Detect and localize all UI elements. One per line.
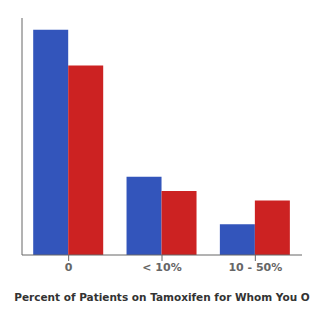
svg-text:10 - 50%: 10 - 50%: [228, 261, 282, 274]
svg-text:0: 0: [65, 261, 73, 274]
svg-text:< 10%: < 10%: [142, 261, 181, 274]
svg-text:Percent of Patients on Tamoxif: Percent of Patients on Tamoxifen for Who…: [14, 291, 310, 303]
